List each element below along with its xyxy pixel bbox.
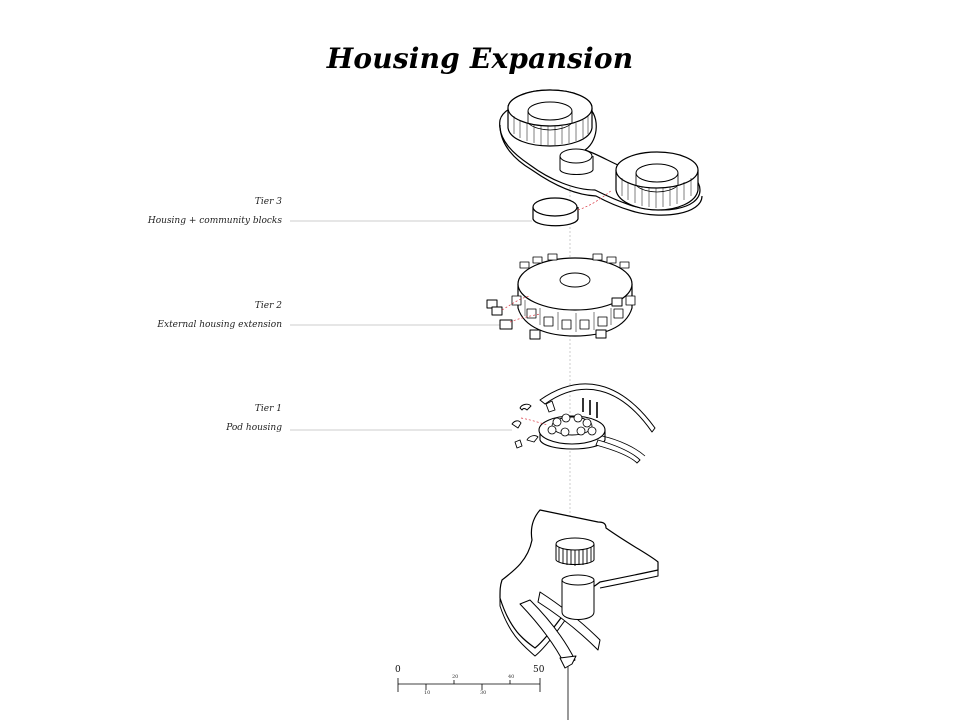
scale-minor-label-40: 40: [508, 674, 515, 680]
tier-1-label: Tier 1: [254, 404, 282, 414]
tier-2-description: External housing extension: [157, 320, 282, 330]
tier-2-label: Tier 2: [254, 301, 282, 311]
scale-minor-label-10: 10: [424, 690, 431, 696]
tier-2-housing-extension: [486, 253, 636, 340]
scale-label-start: 0: [395, 665, 401, 675]
scale-label-end: 50: [533, 665, 545, 675]
scale-bar: [397, 678, 541, 692]
tier-1-red-connector: [520, 417, 549, 426]
tier-1-description: Pod housing: [226, 423, 282, 433]
scale-minor-label-20: 20: [452, 674, 459, 680]
tier-3-red-connector: [577, 189, 613, 211]
scale-minor-label-30: 30: [480, 690, 487, 696]
page-title: Housing Expansion: [326, 42, 634, 75]
tri-arm-base-structure: [499, 509, 659, 720]
tier-1-pod-housing: [511, 383, 656, 464]
tier-3-label: Tier 3: [254, 197, 282, 207]
tier-2-red-connectors: [501, 295, 541, 323]
tier-3-description: Housing + community blocks: [147, 216, 282, 226]
tier-3-housing-blocks: [499, 89, 703, 227]
